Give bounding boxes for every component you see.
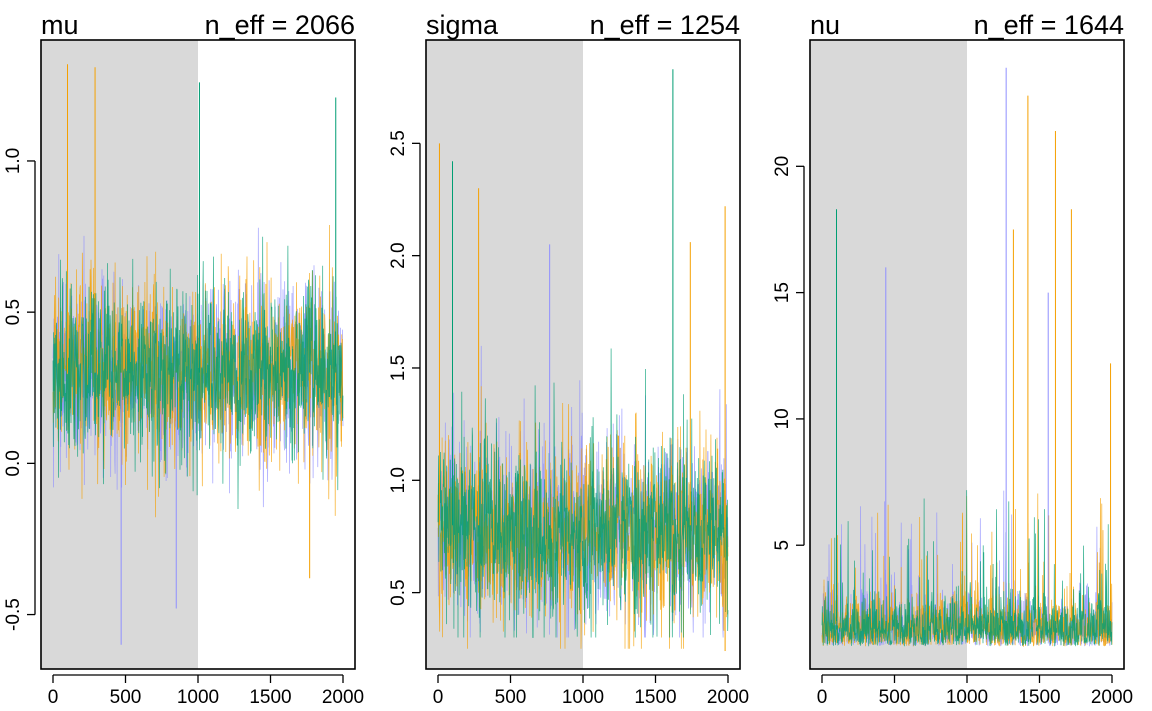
x-tick-label: 0 <box>433 687 444 708</box>
x-tick-label: 1000 <box>946 687 988 708</box>
y-tick-label: 1.5 <box>388 355 409 381</box>
plot-frame <box>425 39 741 670</box>
x-tick-label: 1500 <box>249 687 291 708</box>
panel-nu: nu n_eff = 1644 0 500 1000 1500 2000 5 10 15 20 <box>772 10 1133 708</box>
x-tick-label: 2000 <box>707 687 749 708</box>
y-tick-label: 2.5 <box>388 130 409 156</box>
x-tick-label: 2000 <box>1091 687 1133 708</box>
trace-series-3 <box>821 490 1113 647</box>
y-tick-label: 5 <box>772 540 793 551</box>
y-tick-label: 0.5 <box>3 299 24 325</box>
x-tick-label: 500 <box>110 687 142 708</box>
trace-series-3 <box>437 348 729 638</box>
x-tick-label: 500 <box>879 687 911 708</box>
panel-title: nu <box>810 10 840 40</box>
x-tick-label: 1000 <box>562 687 604 708</box>
x-tick-label: 1000 <box>177 687 219 708</box>
panel-title: mu <box>41 10 79 40</box>
y-tick-label: 0.0 <box>3 450 24 476</box>
plot-frame <box>809 39 1125 670</box>
y-tick-label: 10 <box>772 408 793 429</box>
y-tick-label: 0.5 <box>388 579 409 605</box>
y-tick-label: 1.0 <box>3 148 24 174</box>
y-tick-label: 15 <box>772 282 793 303</box>
y-tick-label: 1.0 <box>388 467 409 493</box>
x-tick-label: 500 <box>495 687 527 708</box>
n-eff-annotation: n_eff = 2066 <box>205 10 355 40</box>
y-tick-label: 20 <box>772 156 793 177</box>
panel-mu: mu n_eff = 2066 0 500 1000 1500 2000 -0.5 0.0 0.5… <box>3 10 364 708</box>
y-tick-label: -0.5 <box>3 598 24 631</box>
trace-series-3 <box>52 236 344 510</box>
n-eff-annotation: n_eff = 1254 <box>590 10 740 40</box>
x-tick-label: 2000 <box>322 687 364 708</box>
panel-title: sigma <box>426 10 499 40</box>
panel-sigma: sigma n_eff = 1254 0 500 1000 1500 2000 0.5 1.0 1… <box>388 10 749 708</box>
x-tick-label: 0 <box>817 687 828 708</box>
x-tick-label: 0 <box>48 687 59 708</box>
x-tick-label: 1500 <box>1018 687 1060 708</box>
n-eff-annotation: n_eff = 1644 <box>974 10 1124 40</box>
x-tick-label: 1500 <box>634 687 676 708</box>
plot-frame <box>40 39 356 670</box>
y-tick-label: 2.0 <box>388 242 409 268</box>
